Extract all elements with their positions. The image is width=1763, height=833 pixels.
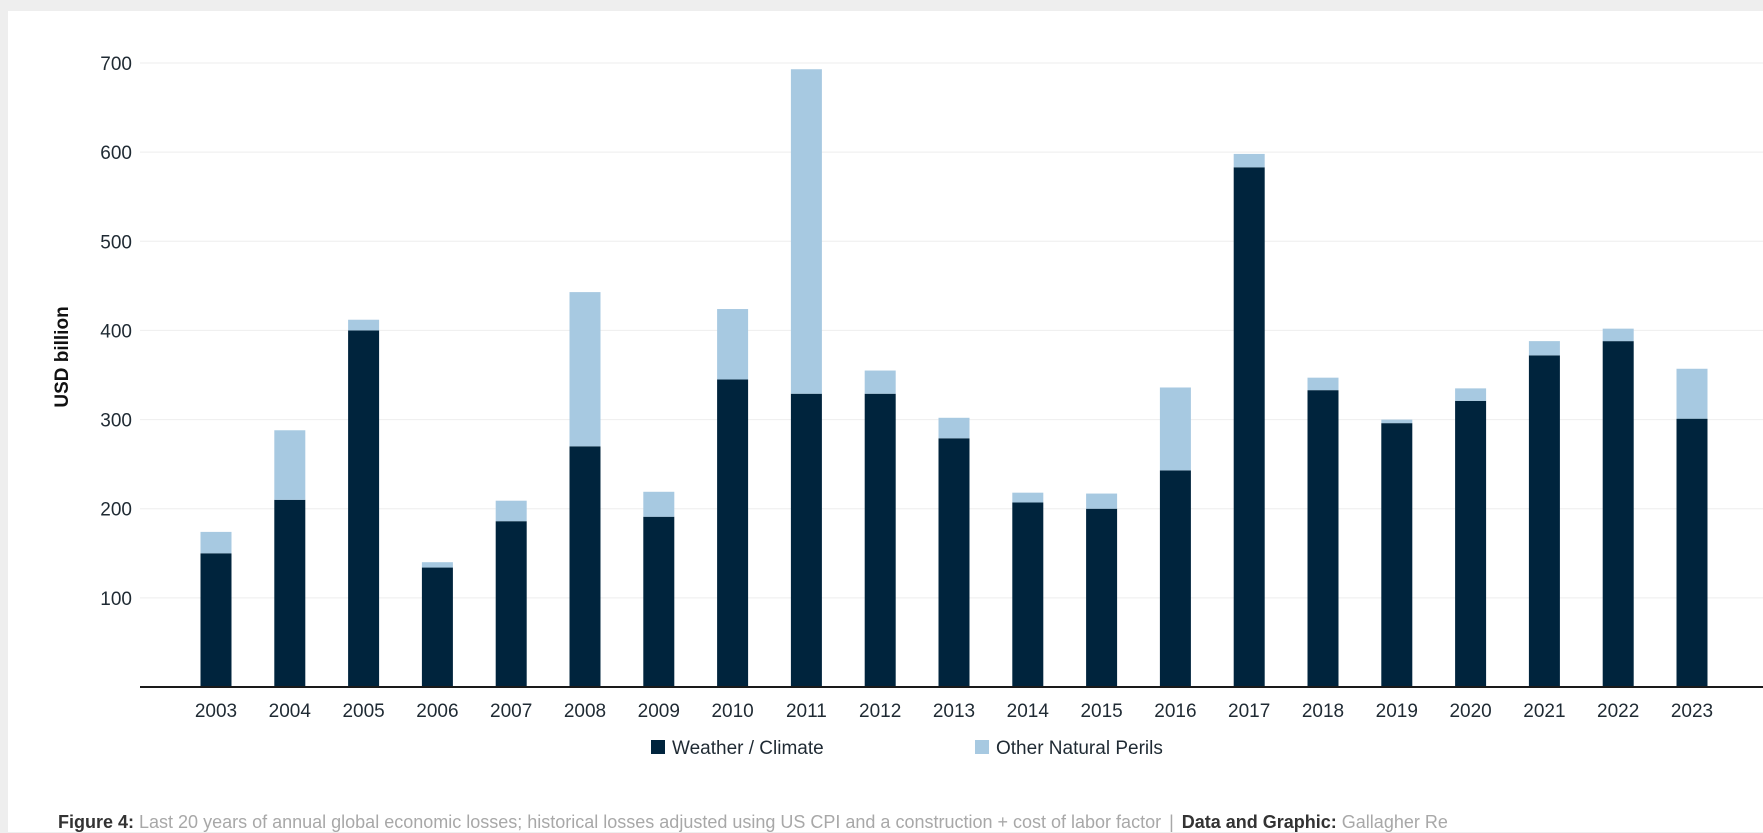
- x-tick-label-2011: 2011: [786, 701, 827, 722]
- y-axis-title: USD billion: [52, 306, 73, 407]
- x-tick-label-2019: 2019: [1376, 701, 1418, 722]
- bar-2023-weather-climate: [1676, 418, 1708, 687]
- x-tick-label-2020: 2020: [1449, 701, 1491, 722]
- x-tick-label-2004: 2004: [269, 701, 312, 722]
- legend-label-other-natural-perils: Other Natural Perils: [996, 738, 1163, 759]
- x-tick-label-2014: 2014: [1007, 701, 1050, 722]
- x-tick-label-2022: 2022: [1597, 701, 1639, 722]
- x-tick-label-2003: 2003: [195, 701, 237, 722]
- chart: 100 200 300 400 500 600 700 2003 2004 2005 2006 200…: [52, 54, 1763, 759]
- bar-2013-weather-climate: [938, 438, 970, 687]
- legend: Weather / Climate Other Natural Perils: [651, 738, 1163, 759]
- bars: [200, 69, 1708, 688]
- bar-2005-weather-climate: [348, 330, 380, 687]
- bar-2004-other-natural-perils: [274, 430, 306, 500]
- caption-text: Last 20 years of annual global economic …: [134, 812, 1162, 832]
- bar-2020-weather-climate: [1455, 400, 1487, 687]
- bar-2011-weather-climate: [790, 393, 822, 687]
- bar-2022-weather-climate: [1602, 341, 1634, 687]
- legend-swatch-other-natural-perils: [975, 740, 989, 754]
- x-tick-label-2017: 2017: [1228, 701, 1270, 722]
- bar-2009-other-natural-perils: [643, 491, 675, 517]
- caption-separator: |: [1169, 812, 1174, 832]
- bar-2014-weather-climate: [1012, 502, 1044, 687]
- bar-2013-other-natural-perils: [938, 417, 970, 439]
- y-tick-label-700: 700: [100, 54, 132, 75]
- x-tick-label-2015: 2015: [1080, 701, 1122, 722]
- bar-2020-other-natural-perils: [1455, 388, 1487, 401]
- bar-2015-weather-climate: [1086, 508, 1118, 687]
- bar-2011-other-natural-perils: [790, 69, 822, 394]
- bar-2010-other-natural-perils: [717, 309, 749, 380]
- chart-card: 100 200 300 400 500 600 700 2003 2004 2005 2006 200…: [8, 11, 1763, 832]
- legend-label-weather-climate: Weather / Climate: [672, 738, 824, 759]
- y-tick-label-300: 300: [100, 411, 132, 432]
- bar-2021-weather-climate: [1528, 355, 1560, 687]
- y-tick-label-600: 600: [100, 143, 132, 164]
- axes: 100 200 300 400 500 600 700 2003 2004 2005 2006 200…: [100, 54, 1763, 722]
- y-tick-label-500: 500: [100, 232, 132, 253]
- bar-2009-weather-climate: [643, 516, 675, 687]
- bar-2014-other-natural-perils: [1012, 492, 1044, 503]
- x-tick-label-2016: 2016: [1154, 701, 1196, 722]
- bar-2019-other-natural-perils: [1381, 419, 1413, 424]
- bar-2010-weather-climate: [717, 379, 749, 687]
- y-tick-label-100: 100: [100, 589, 132, 610]
- y-tick-label-200: 200: [100, 500, 132, 521]
- bar-2018-other-natural-perils: [1307, 377, 1339, 391]
- x-tick-label-2023: 2023: [1671, 701, 1713, 722]
- bar-2017-weather-climate: [1233, 167, 1265, 688]
- x-tick-label-2012: 2012: [859, 701, 901, 722]
- x-tick-label-2008: 2008: [564, 701, 606, 722]
- x-tick-label-2005: 2005: [342, 701, 384, 722]
- bar-2022-other-natural-perils: [1602, 328, 1634, 342]
- bar-2007-weather-climate: [495, 521, 527, 687]
- caption-figure-label: Figure 4:: [58, 812, 135, 832]
- bar-2007-other-natural-perils: [495, 500, 527, 522]
- bar-2019-weather-climate: [1381, 423, 1413, 687]
- x-tick-label-2007: 2007: [490, 701, 532, 722]
- bar-2006-other-natural-perils: [421, 562, 453, 568]
- bar-2005-other-natural-perils: [348, 319, 380, 331]
- x-tick-label-2009: 2009: [638, 701, 680, 722]
- y-tick-label-400: 400: [100, 321, 132, 342]
- legend-swatch-weather-climate: [651, 740, 665, 754]
- bar-2008-other-natural-perils: [569, 292, 601, 447]
- bar-2021-other-natural-perils: [1528, 341, 1560, 356]
- x-tick-label-2013: 2013: [933, 701, 975, 722]
- bar-2016-other-natural-perils: [1159, 387, 1191, 471]
- bar-2017-other-natural-perils: [1233, 153, 1265, 168]
- bar-2003-other-natural-perils: [200, 531, 232, 554]
- caption-source-text: Gallagher Re: [1336, 812, 1448, 832]
- x-tick-label-2010: 2010: [711, 701, 753, 722]
- bar-2015-other-natural-perils: [1086, 493, 1118, 509]
- bar-2018-weather-climate: [1307, 390, 1339, 687]
- bar-2004-weather-climate: [274, 499, 306, 687]
- bar-2016-weather-climate: [1159, 470, 1191, 687]
- bar-2003-weather-climate: [200, 553, 232, 687]
- bar-2012-other-natural-perils: [864, 370, 896, 394]
- bar-2008-weather-climate: [569, 446, 601, 687]
- caption-source-label: Data and Graphic:: [1181, 812, 1337, 832]
- x-tick-label-2006: 2006: [416, 701, 458, 722]
- x-tick-label-2018: 2018: [1302, 701, 1344, 722]
- bar-2023-other-natural-perils: [1676, 368, 1708, 419]
- figure-caption: Figure 4: Last 20 years of annual global…: [58, 812, 1448, 833]
- x-tick-label-2021: 2021: [1523, 701, 1565, 722]
- bar-2012-weather-climate: [864, 393, 896, 687]
- bar-2006-weather-climate: [421, 567, 453, 687]
